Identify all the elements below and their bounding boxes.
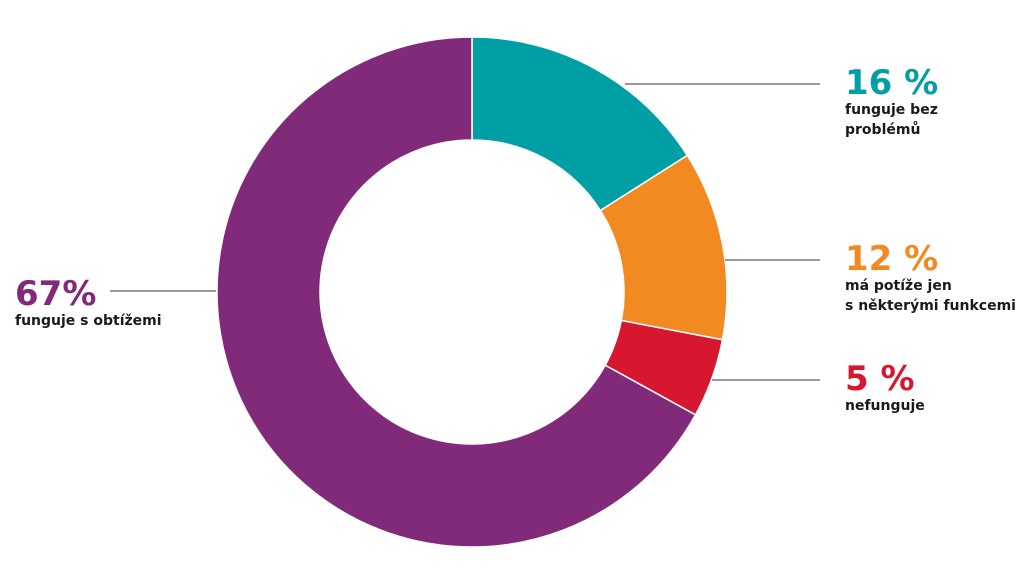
donut-slice [471, 36, 689, 212]
value-label: 5 % [845, 359, 915, 399]
category-label: funguje s obtížemi [15, 313, 162, 329]
donut-slice [216, 36, 697, 548]
category-label: s některými funkcemi [845, 298, 1016, 314]
category-label: nefunguje [845, 398, 925, 414]
value-label: 12 % [845, 239, 938, 279]
value-label: 67% [15, 274, 96, 314]
category-label: má potíže jen [845, 278, 952, 294]
value-label: 16 % [845, 63, 938, 103]
category-label: funguje bez [845, 102, 938, 118]
category-label: problémů [845, 121, 920, 138]
